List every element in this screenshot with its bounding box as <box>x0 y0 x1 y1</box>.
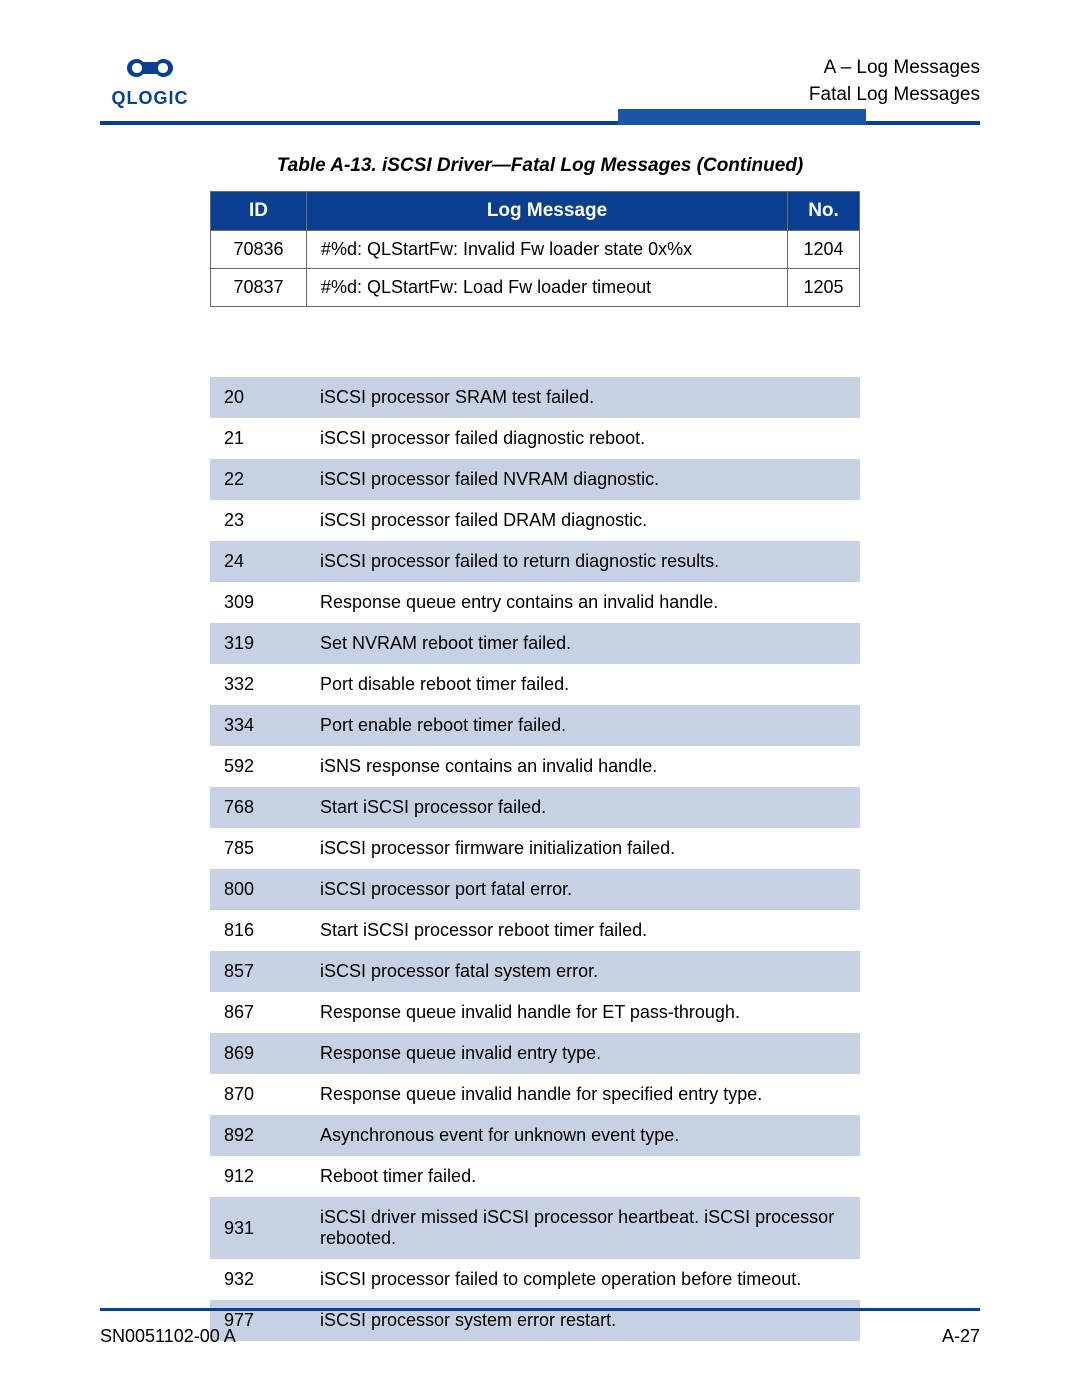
cell-code: 932 <box>210 1259 306 1300</box>
cell-desc: iSCSI processor SRAM test failed. <box>306 377 860 418</box>
cell-desc: iSCSI processor port fatal error. <box>306 869 860 910</box>
cell-code: 857 <box>210 951 306 992</box>
cell-desc: iSCSI processor failed DRAM diagnostic. <box>306 500 860 541</box>
table-row: 334Port enable reboot timer failed. <box>210 705 860 746</box>
table-row: 867Response queue invalid handle for ET … <box>210 992 860 1033</box>
table-row: 20iSCSI processor SRAM test failed. <box>210 377 860 418</box>
cell-desc: Response queue invalid handle for ET pas… <box>306 992 860 1033</box>
page: QLOGIC A – Log Messages Fatal Log Messag… <box>0 0 1080 1381</box>
table-row: 22iSCSI processor failed NVRAM diagnosti… <box>210 459 860 500</box>
cell-desc: iSCSI processor fatal system error. <box>306 951 860 992</box>
page-header: QLOGIC A – Log Messages Fatal Log Messag… <box>100 55 980 109</box>
footer-rule <box>100 1308 980 1311</box>
table-caption: Table A-13. iSCSI Driver—Fatal Log Messa… <box>100 155 980 177</box>
page-footer: SN0051102-00 A A-27 <box>100 1326 980 1347</box>
table-header-row: ID Log Message No. <box>211 192 860 231</box>
cell-code: 800 <box>210 869 306 910</box>
cell-desc: iSCSI processor failed NVRAM diagnostic. <box>306 459 860 500</box>
cell-code: 869 <box>210 1033 306 1074</box>
cell-desc: Response queue entry contains an invalid… <box>306 582 860 623</box>
striped-table-wrap: 20iSCSI processor SRAM test failed.21iSC… <box>210 377 860 1341</box>
table-row: 800iSCSI processor port fatal error. <box>210 869 860 910</box>
cell-desc: Port enable reboot timer failed. <box>306 705 860 746</box>
header-rule <box>100 121 980 125</box>
table-row: 857iSCSI processor fatal system error. <box>210 951 860 992</box>
cell-desc: Port disable reboot timer failed. <box>306 664 860 705</box>
cell-code: 309 <box>210 582 306 623</box>
qlogic-icon <box>100 55 200 86</box>
cell-desc: iSCSI driver missed iSCSI processor hear… <box>306 1197 860 1259</box>
cell-code: 332 <box>210 664 306 705</box>
cell-desc: Response queue invalid handle for specif… <box>306 1074 860 1115</box>
cell-code: 21 <box>210 418 306 459</box>
table-row: 309Response queue entry contains an inva… <box>210 582 860 623</box>
table-row: 816Start iSCSI processor reboot timer fa… <box>210 910 860 951</box>
cell-code: 912 <box>210 1156 306 1197</box>
table-row: 869Response queue invalid entry type. <box>210 1033 860 1074</box>
table-row: 932iSCSI processor failed to complete op… <box>210 1259 860 1300</box>
col-no: No. <box>788 192 860 231</box>
table-row: 592iSNS response contains an invalid han… <box>210 746 860 787</box>
header-line-2: Fatal Log Messages <box>809 82 980 109</box>
cell-code: 24 <box>210 541 306 582</box>
cell-code: 334 <box>210 705 306 746</box>
cell-msg: #%d: QLStartFw: Load Fw loader timeout <box>307 269 788 307</box>
table-row: 319Set NVRAM reboot timer failed. <box>210 623 860 664</box>
cell-code: 20 <box>210 377 306 418</box>
header-text: A – Log Messages Fatal Log Messages <box>809 55 980 108</box>
cell-no: 1205 <box>788 269 860 307</box>
cell-desc: iSCSI processor failed to complete opera… <box>306 1259 860 1300</box>
cell-desc: iSCSI processor firmware initialization … <box>306 828 860 869</box>
cell-code: 892 <box>210 1115 306 1156</box>
cell-code: 816 <box>210 910 306 951</box>
table-row: 23iSCSI processor failed DRAM diagnostic… <box>210 500 860 541</box>
table-row: 785iSCSI processor firmware initializati… <box>210 828 860 869</box>
table-row: 21iSCSI processor failed diagnostic rebo… <box>210 418 860 459</box>
main-table-wrap: ID Log Message No. 70836#%d: QLStartFw: … <box>210 191 860 307</box>
cell-desc: Reboot timer failed. <box>306 1156 860 1197</box>
footer-right: A-27 <box>942 1326 980 1347</box>
cell-msg: #%d: QLStartFw: Invalid Fw loader state … <box>307 231 788 269</box>
table-row: 870Response queue invalid handle for spe… <box>210 1074 860 1115</box>
logo: QLOGIC <box>100 55 200 109</box>
cell-desc: Set NVRAM reboot timer failed. <box>306 623 860 664</box>
cell-code: 592 <box>210 746 306 787</box>
table-row: 332Port disable reboot timer failed. <box>210 664 860 705</box>
cell-id: 70836 <box>211 231 307 269</box>
logo-text: QLOGIC <box>100 88 200 109</box>
cell-code: 870 <box>210 1074 306 1115</box>
cell-desc: iSCSI processor failed diagnostic reboot… <box>306 418 860 459</box>
cell-desc: iSCSI processor failed to return diagnos… <box>306 541 860 582</box>
cell-no: 1204 <box>788 231 860 269</box>
cell-code: 22 <box>210 459 306 500</box>
col-log-message: Log Message <box>307 192 788 231</box>
table-row: 768Start iSCSI processor failed. <box>210 787 860 828</box>
cell-code: 931 <box>210 1197 306 1259</box>
table-row: 892Asynchronous event for unknown event … <box>210 1115 860 1156</box>
main-table: ID Log Message No. 70836#%d: QLStartFw: … <box>210 191 860 307</box>
cell-code: 768 <box>210 787 306 828</box>
table-row: 70836#%d: QLStartFw: Invalid Fw loader s… <box>211 231 860 269</box>
cell-desc: Start iSCSI processor failed. <box>306 787 860 828</box>
cell-desc: Asynchronous event for unknown event typ… <box>306 1115 860 1156</box>
table-row: 912Reboot timer failed. <box>210 1156 860 1197</box>
table-row: 24iSCSI processor failed to return diagn… <box>210 541 860 582</box>
table-row: 70837#%d: QLStartFw: Load Fw loader time… <box>211 269 860 307</box>
cell-code: 785 <box>210 828 306 869</box>
cell-code: 319 <box>210 623 306 664</box>
cell-code: 23 <box>210 500 306 541</box>
table-row: 931iSCSI driver missed iSCSI processor h… <box>210 1197 860 1259</box>
col-id: ID <box>211 192 307 231</box>
cell-desc: Start iSCSI processor reboot timer faile… <box>306 910 860 951</box>
footer-left: SN0051102-00 A <box>100 1326 236 1347</box>
cell-code: 867 <box>210 992 306 1033</box>
cell-desc: Response queue invalid entry type. <box>306 1033 860 1074</box>
striped-table: 20iSCSI processor SRAM test failed.21iSC… <box>210 377 860 1341</box>
cell-id: 70837 <box>211 269 307 307</box>
header-rule-block <box>618 109 866 125</box>
cell-desc: iSNS response contains an invalid handle… <box>306 746 860 787</box>
header-line-1: A – Log Messages <box>809 55 980 82</box>
